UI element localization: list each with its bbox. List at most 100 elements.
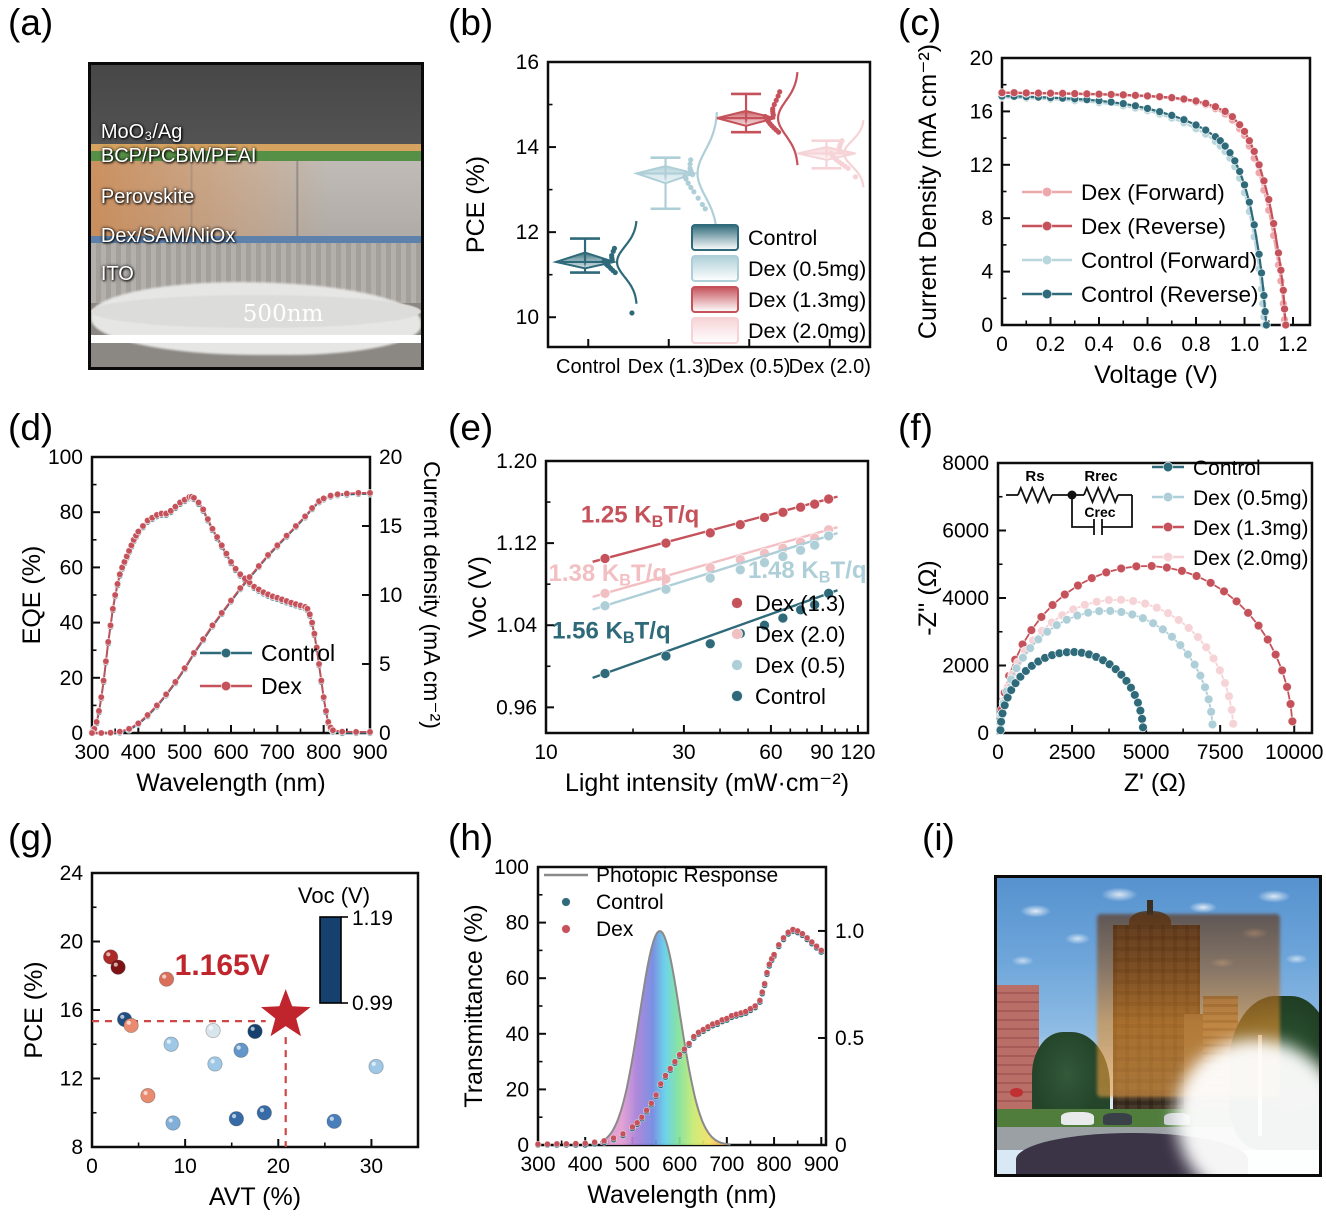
panel-f: (f) 0 2500 5000 7500 10000 0 2000 4000 6000 8000 Z… xyxy=(890,405,1326,815)
svg-text:8: 8 xyxy=(981,207,993,230)
photo-car xyxy=(1061,1111,1094,1126)
svg-text:20: 20 xyxy=(379,446,402,469)
svg-text:Rrec: Rrec xyxy=(1084,468,1117,485)
svg-text:100: 100 xyxy=(494,856,529,879)
svg-text:20: 20 xyxy=(60,931,83,954)
svg-text:10: 10 xyxy=(173,1155,196,1178)
panel-b-label: (b) xyxy=(448,2,494,43)
transparency-demo-photo xyxy=(994,875,1322,1177)
layer-label-dex-sam-niox: Dex/SAM/NiOx xyxy=(100,225,236,248)
svg-text:40: 40 xyxy=(506,1023,529,1046)
svg-text:Photopic Response: Photopic Response xyxy=(596,864,778,887)
svg-text:8: 8 xyxy=(71,1136,83,1159)
svg-text:90: 90 xyxy=(810,741,833,764)
chart-transmittance: 300 400 500 600 700 800 90002040608010000.51.0… xyxy=(460,856,864,1209)
svg-text:Crec: Crec xyxy=(1084,504,1115,520)
svg-text:8000: 8000 xyxy=(942,452,989,475)
svg-text:10: 10 xyxy=(379,584,402,607)
svg-text:Control: Control xyxy=(755,684,826,709)
sem-image: MoO₃/Ag BCP/PCBM/PEAI Perovskite Dex/SAM… xyxy=(88,62,424,370)
chart-pce-avt: 0 10 20 30 8 12 16 20 24 AVT (%) PCE (%) 1.165V Voc … xyxy=(20,862,420,1211)
svg-text:16: 16 xyxy=(970,100,993,123)
svg-text:80: 80 xyxy=(60,501,83,524)
svg-text:80: 80 xyxy=(506,912,529,935)
chart-pce-statistics: 10 12 14 16 PCE (%) Control Dex (1.3)Dex (0.5)… xyxy=(462,51,872,378)
svg-text:1.56 KBT/q: 1.56 KBT/q xyxy=(552,618,671,647)
panel-g: (g) 0 10 20 30 8 12 16 20 24 AVT (%) PCE (%) 1.165V… xyxy=(0,815,440,1227)
svg-text:30: 30 xyxy=(672,741,695,764)
chart-nyquist: 0 2500 5000 7500 10000 0 2000 4000 6000 8000 Z' (Ω… xyxy=(914,452,1323,797)
svg-text:4000: 4000 xyxy=(942,587,989,610)
svg-text:300: 300 xyxy=(74,741,109,764)
svg-text:0.4: 0.4 xyxy=(1084,333,1114,356)
svg-text:600: 600 xyxy=(662,1153,697,1176)
svg-text:Control: Control xyxy=(596,891,664,914)
svg-text:Dex (0.5mg): Dex (0.5mg) xyxy=(748,257,866,281)
svg-text:0.6: 0.6 xyxy=(1133,333,1162,356)
svg-text:16: 16 xyxy=(516,51,539,74)
sem-layer-moo3-ag xyxy=(91,143,421,151)
svg-text:5000: 5000 xyxy=(1123,741,1170,764)
svg-text:Control: Control xyxy=(261,640,335,666)
svg-text:Light intensity (mW·cm⁻²): Light intensity (mW·cm⁻²) xyxy=(565,769,849,797)
svg-text:Transmittance (%): Transmittance (%) xyxy=(460,904,488,1107)
svg-text:900: 900 xyxy=(804,1153,839,1176)
svg-text:Dex (1.3): Dex (1.3) xyxy=(755,591,845,616)
svg-text:1.165V: 1.165V xyxy=(175,949,270,982)
panel-a-label: (a) xyxy=(8,2,54,43)
panel-c: (c) 0 0.2 0.4 0.6 0.8 1.0 1.2 0 4 8 12 16 20 Voltage … xyxy=(890,0,1326,405)
panel-i-label: (i) xyxy=(922,817,955,858)
svg-text:500: 500 xyxy=(615,1153,650,1176)
svg-text:Dex (2.0): Dex (2.0) xyxy=(789,356,871,378)
svg-text:2500: 2500 xyxy=(1049,741,1096,764)
svg-text:Wavelength (nm): Wavelength (nm) xyxy=(587,1181,776,1209)
layer-label-perovskite: Perovskite xyxy=(100,185,195,208)
panel-f-label: (f) xyxy=(898,407,933,448)
svg-text:1.12: 1.12 xyxy=(496,532,537,555)
layer-label-ito: ITO xyxy=(100,262,134,285)
svg-text:1.2: 1.2 xyxy=(1278,333,1307,356)
svg-text:1.0: 1.0 xyxy=(1230,333,1259,356)
svg-text:Wavelength (nm): Wavelength (nm) xyxy=(136,769,325,797)
svg-text:500: 500 xyxy=(167,741,202,764)
svg-text:0: 0 xyxy=(86,1155,98,1178)
panel-i: (i) xyxy=(890,815,1326,1227)
svg-text:900: 900 xyxy=(352,741,387,764)
svg-text:12: 12 xyxy=(516,221,539,244)
photo-tower-spire xyxy=(1146,900,1154,915)
svg-text:700: 700 xyxy=(709,1153,744,1176)
scale-bar-label: 500nm xyxy=(242,300,324,327)
svg-text:800: 800 xyxy=(757,1153,792,1176)
svg-text:Dex (Forward): Dex (Forward) xyxy=(1081,180,1225,205)
svg-text:60: 60 xyxy=(60,556,83,579)
svg-text:Dex: Dex xyxy=(261,673,302,699)
svg-text:Control (Forward): Control (Forward) xyxy=(1081,248,1257,273)
svg-text:Voc (V): Voc (V) xyxy=(298,883,370,908)
chart-jv-curves: 0 0.2 0.4 0.6 0.8 1.0 1.2 0 4 8 12 16 20 Voltage (V) C… xyxy=(914,44,1312,389)
svg-text:-Z'' (Ω): -Z'' (Ω) xyxy=(914,560,942,635)
svg-text:0: 0 xyxy=(517,1134,529,1157)
svg-text:800: 800 xyxy=(306,741,341,764)
svg-text:Dex (1.3mg): Dex (1.3mg) xyxy=(748,288,866,312)
svg-text:12: 12 xyxy=(970,154,993,177)
svg-text:Voltage (V): Voltage (V) xyxy=(1094,361,1218,389)
svg-text:20: 20 xyxy=(970,47,993,70)
svg-text:Dex (2.0): Dex (2.0) xyxy=(755,622,845,647)
svg-text:400: 400 xyxy=(121,741,156,764)
svg-text:2000: 2000 xyxy=(942,655,989,678)
svg-text:300: 300 xyxy=(520,1153,555,1176)
svg-text:7500: 7500 xyxy=(1197,741,1244,764)
svg-text:120: 120 xyxy=(840,741,875,764)
svg-text:Dex (0.5mg): Dex (0.5mg) xyxy=(1193,487,1309,510)
svg-text:60: 60 xyxy=(506,967,529,990)
svg-text:1.20: 1.20 xyxy=(496,450,537,473)
svg-text:PCE (%): PCE (%) xyxy=(20,961,48,1058)
svg-text:Control (Reverse): Control (Reverse) xyxy=(1081,282,1259,307)
panel-d: (d) 300 400 500 600 700 800 900 0 20 40 60 80 100 0 5 1… xyxy=(0,405,440,815)
svg-text:1.25 KBT/q: 1.25 KBT/q xyxy=(581,502,700,531)
layer-label-bcp-pcbm-peai: BCP/PCBM/PEAI xyxy=(100,145,257,168)
svg-text:0: 0 xyxy=(71,722,83,745)
svg-text:30: 30 xyxy=(360,1155,383,1178)
svg-text:Rs: Rs xyxy=(1025,468,1044,485)
svg-text:20: 20 xyxy=(506,1078,529,1101)
